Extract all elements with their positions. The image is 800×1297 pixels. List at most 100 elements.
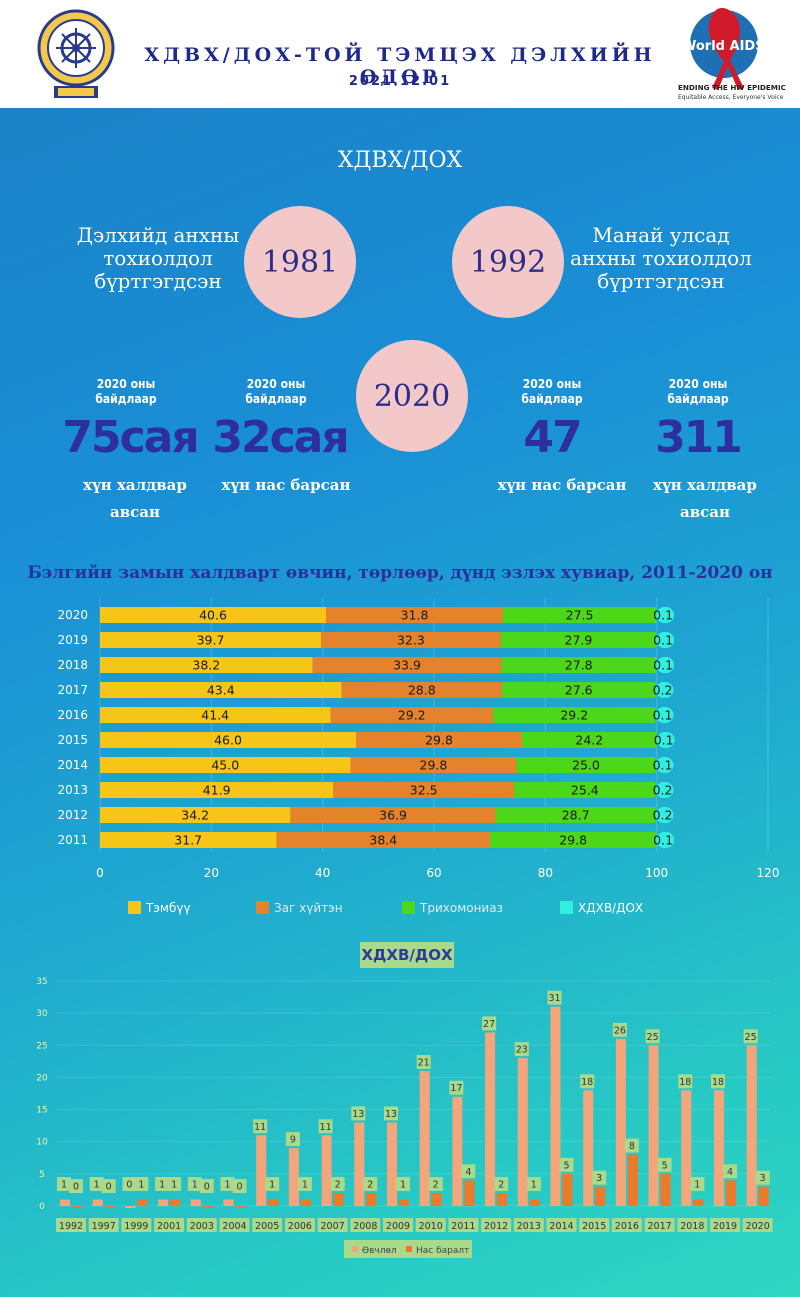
y-tick-label: 0 [39, 1202, 45, 1212]
year-circle-2020: 2020 [356, 340, 468, 452]
x-tick-label: 2020 [746, 1221, 770, 1232]
mortality-bar [333, 1193, 344, 1206]
x-tick-label: 120 [757, 866, 780, 880]
x-tick-label-bg [154, 1218, 185, 1232]
mortality-value-label: 3 [760, 1173, 766, 1184]
sti-bar-value-label: 29.8 [425, 733, 453, 748]
logo-subtagline: Equitable Access, Everyone's Voice [678, 94, 784, 101]
incidence-bar [60, 1199, 70, 1206]
sti-bar-value-label: 38.4 [369, 833, 397, 848]
mortality-bar [170, 1199, 181, 1206]
incidence-value-label: 23 [516, 1045, 528, 1056]
sti-bar-segment [100, 632, 321, 648]
sti-bar-value-label: 0.1 [653, 658, 673, 673]
mortality-bar [497, 1193, 508, 1206]
ministry-emblem-logo [37, 9, 115, 98]
y-tick-label: 25 [36, 1041, 47, 1051]
incidence-bar [321, 1135, 332, 1206]
legend-label: Заг хүйтэн [274, 901, 343, 915]
x-tick-label-bg [546, 1218, 577, 1232]
incidence-value-label: 1 [94, 1180, 100, 1191]
mortality-label-bg [559, 1157, 574, 1172]
sti-bar-value-label: 29.8 [559, 833, 587, 848]
mortality-label-bg [396, 1177, 410, 1191]
mortality-label-bg [330, 1177, 345, 1191]
logo-tagline: ENDING THE HIV EPIDEMIC [678, 83, 786, 92]
y-tick-label: 2020 [57, 608, 88, 622]
world-aids-day-text: World AIDS Day [682, 39, 788, 54]
mortality-bar [104, 1206, 115, 1208]
mortality-bar [595, 1186, 606, 1206]
mortality-label-bg [461, 1164, 476, 1179]
mortality-bar [431, 1193, 442, 1206]
header: ХДВХ/ДОХ-ТОЙ ТЭМЦЭХ ДЭЛХИЙН ӨДӨР 2021.12… [0, 0, 800, 108]
mortality-value-label: 4 [465, 1167, 471, 1178]
incidence-bar [158, 1199, 169, 1206]
x-tick-label-bg [186, 1218, 217, 1232]
incidence-label-bg [580, 1074, 595, 1089]
incidence-bar [354, 1122, 365, 1206]
y-tick-label: 30 [36, 1009, 48, 1019]
x-tick-label-bg [448, 1218, 479, 1232]
sti-bar-segment [350, 757, 517, 773]
incidence-label-bg [155, 1177, 170, 1191]
mortality-label-bg [592, 1170, 607, 1185]
x-tick-label: 2014 [549, 1221, 573, 1232]
x-tick-label: 1992 [59, 1221, 83, 1232]
mortality-label-bg [723, 1164, 737, 1179]
incidence-bar [746, 1045, 757, 1206]
sti-bar-segment [516, 757, 656, 773]
mortality-value-label: 0 [73, 1182, 79, 1193]
mortality-bar [268, 1199, 279, 1206]
y-tick-label: 2015 [57, 733, 88, 747]
incidence-label-bg [57, 1177, 71, 1191]
mortality-bar [562, 1173, 573, 1206]
sti-bar-value-label: 29.2 [398, 708, 426, 723]
mortality-value-label: 1 [302, 1180, 308, 1191]
incidence-bar [223, 1199, 234, 1206]
mortality-value-label: 2 [367, 1180, 373, 1191]
mortality-label-bg [232, 1179, 247, 1193]
incidence-bar [125, 1206, 136, 1208]
incidence-bar [517, 1058, 528, 1206]
sti-bar-segment [320, 632, 501, 648]
y-tick-label: 2011 [57, 833, 88, 847]
mortality-bar [464, 1180, 475, 1206]
x-tick-label: 2015 [582, 1221, 606, 1232]
incidence-label-bg [122, 1177, 137, 1191]
mortality-label-bg [265, 1177, 280, 1191]
sti-bar-value-label: 25.4 [571, 783, 599, 798]
incidence-bar [648, 1045, 659, 1206]
incidence-bar [452, 1096, 463, 1206]
sti-bar-segment [100, 707, 331, 723]
x-tick-label: 40 [315, 866, 330, 880]
legend-label: Тэмбүү [145, 901, 191, 915]
mortality-value-label: 1 [269, 1180, 275, 1191]
sti-bar-value-label: 31.8 [401, 608, 429, 623]
x-tick-label: 2011 [451, 1221, 475, 1232]
x-tick-label-bg [56, 1218, 86, 1232]
mortality-bar [627, 1154, 638, 1206]
sti-bar-value-label: 0.2 [653, 783, 673, 798]
incidence-bar [288, 1148, 299, 1206]
mortality-bar [660, 1173, 671, 1206]
mortality-value-label: 2 [498, 1180, 504, 1191]
header-date: 2021.12.01 [348, 74, 452, 89]
mortality-value-label: 2 [335, 1180, 341, 1191]
incidence-value-label: 21 [418, 1058, 430, 1069]
x-tick-label-bg [284, 1218, 315, 1232]
mortality-bar [529, 1199, 540, 1206]
incidence-label-bg [253, 1119, 268, 1134]
legend-swatch [128, 901, 141, 914]
x-tick-label: 20 [204, 866, 219, 880]
incidence-value-label: 17 [450, 1083, 462, 1094]
sti-bar-segment [100, 657, 313, 673]
sti-bar-segment [655, 682, 674, 698]
x-tick-label: 0 [96, 866, 104, 880]
mortality-label-bg [167, 1177, 182, 1191]
sti-stacked-bar-chart: 0 20 40 60 80 100 120 2020 40.6 31.8 27.5 0.1 2019 39… [57, 598, 780, 915]
incidence-label-bg [612, 1022, 627, 1037]
sti-bar-value-label: 32.5 [410, 783, 438, 798]
mortality-label-bg [297, 1177, 312, 1191]
